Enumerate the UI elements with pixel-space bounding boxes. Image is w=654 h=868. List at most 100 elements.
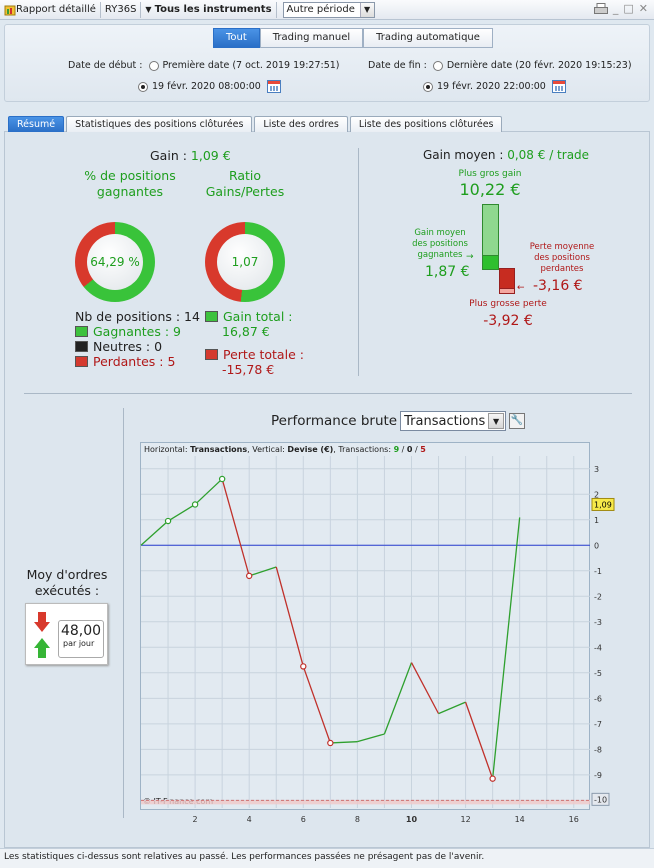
winners-label: Gagnantes : 9 xyxy=(93,324,182,339)
orders-label: Moy d'ordres exécutés : xyxy=(26,567,108,598)
line-segment xyxy=(357,733,385,743)
winning-pct-value: 64,29 % xyxy=(87,234,143,290)
calendar-icon[interactable] xyxy=(551,80,566,93)
title-bar: Rapport détaillé RY36S ▼ Tous les instrum… xyxy=(0,0,654,20)
calendar-icon[interactable] xyxy=(266,80,281,93)
winners-row: Gagnantes : 9 xyxy=(75,324,200,339)
line-segment xyxy=(221,478,250,577)
red-square-icon xyxy=(205,349,218,360)
avg-loss-value: -3,16 € xyxy=(533,278,583,294)
avg-loss-bar xyxy=(499,268,515,289)
data-point xyxy=(218,475,226,483)
chart-info: Horizontal: Transactions, Vertical: Devi… xyxy=(144,445,426,454)
line-segment xyxy=(302,666,331,744)
green-square-icon xyxy=(205,311,218,322)
print-icon[interactable] xyxy=(593,2,608,15)
period-select[interactable]: Autre période ▼ xyxy=(282,1,375,18)
last-value-badge xyxy=(591,497,615,511)
winning-pct-donut: 64,29 % xyxy=(75,222,155,302)
avg-gain-label: Gain moyen : xyxy=(423,148,504,162)
x-tick-label: 14 xyxy=(515,815,525,824)
neutral-row: Neutres : 0 xyxy=(75,339,200,354)
account-selector[interactable]: RY36S xyxy=(101,1,142,18)
vertical-divider-bottom xyxy=(123,408,124,818)
info-sep2: / xyxy=(412,445,421,454)
x-tick-label: 8 xyxy=(355,815,360,824)
green-square-icon xyxy=(75,326,88,337)
perf-mode-select[interactable]: Transactions ▼ xyxy=(400,411,507,431)
x-tick-label: 16 xyxy=(569,815,579,824)
start-custom-date[interactable]: 19 févr. 2020 08:00:00 xyxy=(152,81,261,92)
data-point xyxy=(300,663,307,670)
ratio-donut: 1,07 xyxy=(205,222,285,302)
y-tick-label: -5 xyxy=(594,669,602,678)
instruments-label: Tous les instruments xyxy=(154,3,272,15)
line-segment xyxy=(491,517,521,779)
orders-card: 48,00 par jour xyxy=(25,603,108,665)
min-value-badge xyxy=(591,792,610,806)
info-h: Horizontal: xyxy=(144,445,191,454)
report-tabs: Résumé Statistiques des positions clôtur… xyxy=(8,116,504,132)
x-tick-label: 6 xyxy=(301,815,306,824)
start-date-label: Date de début : xyxy=(68,60,143,71)
period-value: Autre période xyxy=(286,4,355,15)
avg-gain-title: Gain moyen : 0,08 € / trade xyxy=(423,148,589,162)
y-tick-label: -2 xyxy=(594,592,602,601)
start-first-radio[interactable] xyxy=(148,60,159,71)
end-custom-radio[interactable] xyxy=(423,81,433,92)
end-date-label: Date de fin : xyxy=(368,60,427,71)
line-segment xyxy=(383,662,413,735)
tab-orders[interactable]: Liste des ordres xyxy=(254,116,348,132)
report-tab[interactable]: Rapport détaillé xyxy=(0,1,101,18)
maximize-icon[interactable]: □ xyxy=(623,2,634,15)
x-tick-label: 10 xyxy=(406,815,418,824)
segment-auto[interactable]: Trading automatique xyxy=(363,28,493,48)
close-icon[interactable]: ✕ xyxy=(638,2,648,15)
dropdown-arrow-icon: ▼ xyxy=(359,2,374,17)
info-neu: 0 xyxy=(406,445,413,454)
last-value-label: 1,09 xyxy=(594,500,612,509)
info-v: , Vertical: xyxy=(247,445,288,454)
gain-summary: Gain : 1,09 € xyxy=(150,148,231,163)
filter-panel: Tout Trading manuel Trading automatique … xyxy=(4,24,650,102)
instruments-selector[interactable]: ▼ Tous les instruments xyxy=(141,1,277,18)
tab-summary[interactable]: Résumé xyxy=(8,116,65,132)
line-segment xyxy=(438,701,466,715)
avg-win-bar xyxy=(482,255,499,270)
max-loss-value: -3,92 € xyxy=(483,313,533,329)
y-tick-label: 0 xyxy=(594,541,599,550)
min-band xyxy=(141,800,590,805)
y-tick-label: -3 xyxy=(594,618,602,627)
end-last-label: Dernière date (20 févr. 2020 19:15:23) xyxy=(446,60,632,71)
y-tick-label: -8 xyxy=(594,745,602,754)
info-los: 5 xyxy=(420,445,426,454)
nb-positions: Nb de positions : 14 xyxy=(75,309,200,324)
segment-manual[interactable]: Trading manuel xyxy=(259,28,364,48)
x-tick-label: 4 xyxy=(247,815,252,824)
perf-header: Performance brute Transactions ▼ 🔧 xyxy=(271,411,526,431)
line-segment xyxy=(248,566,277,577)
end-custom-date[interactable]: 19 févr. 2020 22:00:00 xyxy=(437,81,546,92)
line-segment xyxy=(140,520,169,546)
data-point xyxy=(245,572,253,580)
orders-unit: par jour xyxy=(63,639,95,648)
end-last-radio[interactable] xyxy=(432,60,443,71)
line-segment xyxy=(194,478,223,505)
min-value-label: -10 xyxy=(594,795,607,804)
segment-all[interactable]: Tout xyxy=(213,28,260,48)
start-date-row: Date de début : Première date (7 oct. 20… xyxy=(68,60,339,71)
y-tick-label: -7 xyxy=(594,720,602,729)
data-point xyxy=(489,775,496,782)
minimize-icon[interactable]: _ xyxy=(612,2,619,15)
info-h-val: Transactions xyxy=(190,445,248,454)
start-custom-radio[interactable] xyxy=(138,81,148,92)
account-label: RY36S xyxy=(104,3,137,15)
window-controls: _ □ ✕ xyxy=(593,2,648,15)
y-tick-label: 1 xyxy=(594,516,599,525)
ratio-value: 1,07 xyxy=(217,234,273,290)
tab-closed-positions[interactable]: Liste des positions clôturées xyxy=(349,116,503,132)
trading-mode-segments: Tout Trading manuel Trading automatique xyxy=(213,28,493,48)
perf-title: Performance brute xyxy=(271,413,398,429)
wrench-icon[interactable]: 🔧 xyxy=(509,413,526,429)
tab-closed-stats[interactable]: Statistiques des positions clôturées xyxy=(66,116,253,132)
